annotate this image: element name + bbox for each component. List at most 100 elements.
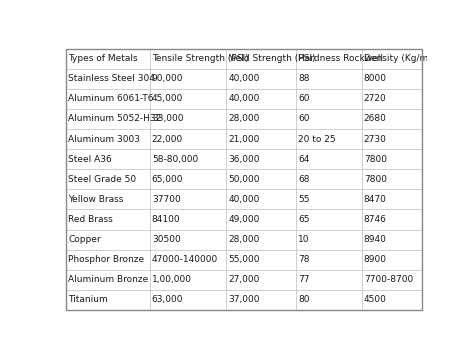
Text: 40,000: 40,000: [228, 74, 260, 83]
Text: 68: 68: [298, 175, 310, 184]
Text: Yield Strength (PSI): Yield Strength (PSI): [228, 54, 316, 63]
Text: 8746: 8746: [364, 215, 387, 224]
Text: 7800: 7800: [364, 175, 387, 184]
Text: 50,000: 50,000: [228, 175, 260, 184]
Text: 21,000: 21,000: [228, 135, 260, 143]
Bar: [296, 49, 362, 69]
Text: 7800: 7800: [364, 155, 387, 164]
Bar: [66, 290, 150, 310]
Text: 45,000: 45,000: [152, 94, 183, 103]
Bar: [226, 129, 296, 149]
Text: Aluminum Bronze: Aluminum Bronze: [68, 275, 148, 284]
Text: 63,000: 63,000: [152, 295, 183, 304]
Bar: [66, 49, 150, 69]
Bar: [150, 149, 226, 169]
Text: 4500: 4500: [364, 295, 387, 304]
Text: 8470: 8470: [364, 195, 387, 204]
Bar: [296, 270, 362, 290]
Bar: [150, 49, 226, 69]
Bar: [226, 270, 296, 290]
Bar: [362, 129, 422, 149]
Text: Aluminum 6061-T6: Aluminum 6061-T6: [68, 94, 154, 103]
Bar: [362, 69, 422, 89]
Text: 10: 10: [298, 235, 310, 244]
Text: 1,00,000: 1,00,000: [152, 275, 192, 284]
Bar: [296, 89, 362, 109]
Text: 64: 64: [298, 155, 309, 164]
Bar: [226, 290, 296, 310]
Bar: [226, 149, 296, 169]
Text: 60: 60: [298, 94, 310, 103]
Bar: [226, 189, 296, 209]
Bar: [226, 109, 296, 129]
Bar: [296, 189, 362, 209]
Text: 90,000: 90,000: [152, 74, 183, 83]
Bar: [66, 209, 150, 230]
Text: Tensile Strength (PSI): Tensile Strength (PSI): [152, 54, 248, 63]
Bar: [296, 69, 362, 89]
Text: 28,000: 28,000: [228, 114, 260, 124]
Text: 8000: 8000: [364, 74, 387, 83]
Text: 2720: 2720: [364, 94, 387, 103]
Text: Phosphor Bronze: Phosphor Bronze: [68, 255, 144, 264]
Bar: [296, 149, 362, 169]
Bar: [362, 109, 422, 129]
Text: 40,000: 40,000: [228, 94, 260, 103]
Text: Copper: Copper: [68, 235, 100, 244]
Bar: [226, 250, 296, 270]
Text: 8940: 8940: [364, 235, 387, 244]
Bar: [150, 169, 226, 189]
Bar: [362, 230, 422, 250]
Text: 37,000: 37,000: [228, 295, 260, 304]
Text: Titanium: Titanium: [68, 295, 108, 304]
Bar: [362, 89, 422, 109]
Bar: [66, 169, 150, 189]
Text: 27,000: 27,000: [228, 275, 260, 284]
Bar: [296, 109, 362, 129]
Bar: [226, 49, 296, 69]
Text: Types of Metals: Types of Metals: [68, 54, 137, 63]
Text: 40,000: 40,000: [228, 195, 260, 204]
Text: Steel Grade 50: Steel Grade 50: [68, 175, 136, 184]
Bar: [150, 230, 226, 250]
Text: 36,000: 36,000: [228, 155, 260, 164]
Bar: [362, 49, 422, 69]
Bar: [296, 230, 362, 250]
Bar: [362, 169, 422, 189]
Text: 47000-140000: 47000-140000: [152, 255, 218, 264]
Text: Yellow Brass: Yellow Brass: [68, 195, 123, 204]
Text: 28,000: 28,000: [228, 235, 260, 244]
Text: 58-80,000: 58-80,000: [152, 155, 198, 164]
Bar: [296, 250, 362, 270]
Text: 78: 78: [298, 255, 310, 264]
Text: 88: 88: [298, 74, 310, 83]
Text: 65,000: 65,000: [152, 175, 183, 184]
Text: Aluminum 3003: Aluminum 3003: [68, 135, 140, 143]
Text: 33,000: 33,000: [152, 114, 183, 124]
Text: 2730: 2730: [364, 135, 387, 143]
Text: 49,000: 49,000: [228, 215, 260, 224]
Bar: [296, 290, 362, 310]
Bar: [226, 209, 296, 230]
Bar: [362, 250, 422, 270]
Bar: [150, 69, 226, 89]
Bar: [66, 149, 150, 169]
Bar: [150, 109, 226, 129]
Bar: [226, 89, 296, 109]
Text: Aluminum 5052-H32: Aluminum 5052-H32: [68, 114, 161, 124]
Bar: [66, 189, 150, 209]
Text: 60: 60: [298, 114, 310, 124]
Text: 65: 65: [298, 215, 310, 224]
Text: 22,000: 22,000: [152, 135, 183, 143]
Bar: [150, 189, 226, 209]
Bar: [150, 290, 226, 310]
Bar: [296, 209, 362, 230]
Bar: [150, 270, 226, 290]
Text: Density (Kg/m³): Density (Kg/m³): [364, 54, 435, 63]
Text: 80: 80: [298, 295, 310, 304]
Bar: [66, 230, 150, 250]
Text: 55,000: 55,000: [228, 255, 260, 264]
Text: Hardness Rockwell: Hardness Rockwell: [298, 54, 383, 63]
Bar: [296, 169, 362, 189]
Text: Stainless Steel 304: Stainless Steel 304: [68, 74, 155, 83]
